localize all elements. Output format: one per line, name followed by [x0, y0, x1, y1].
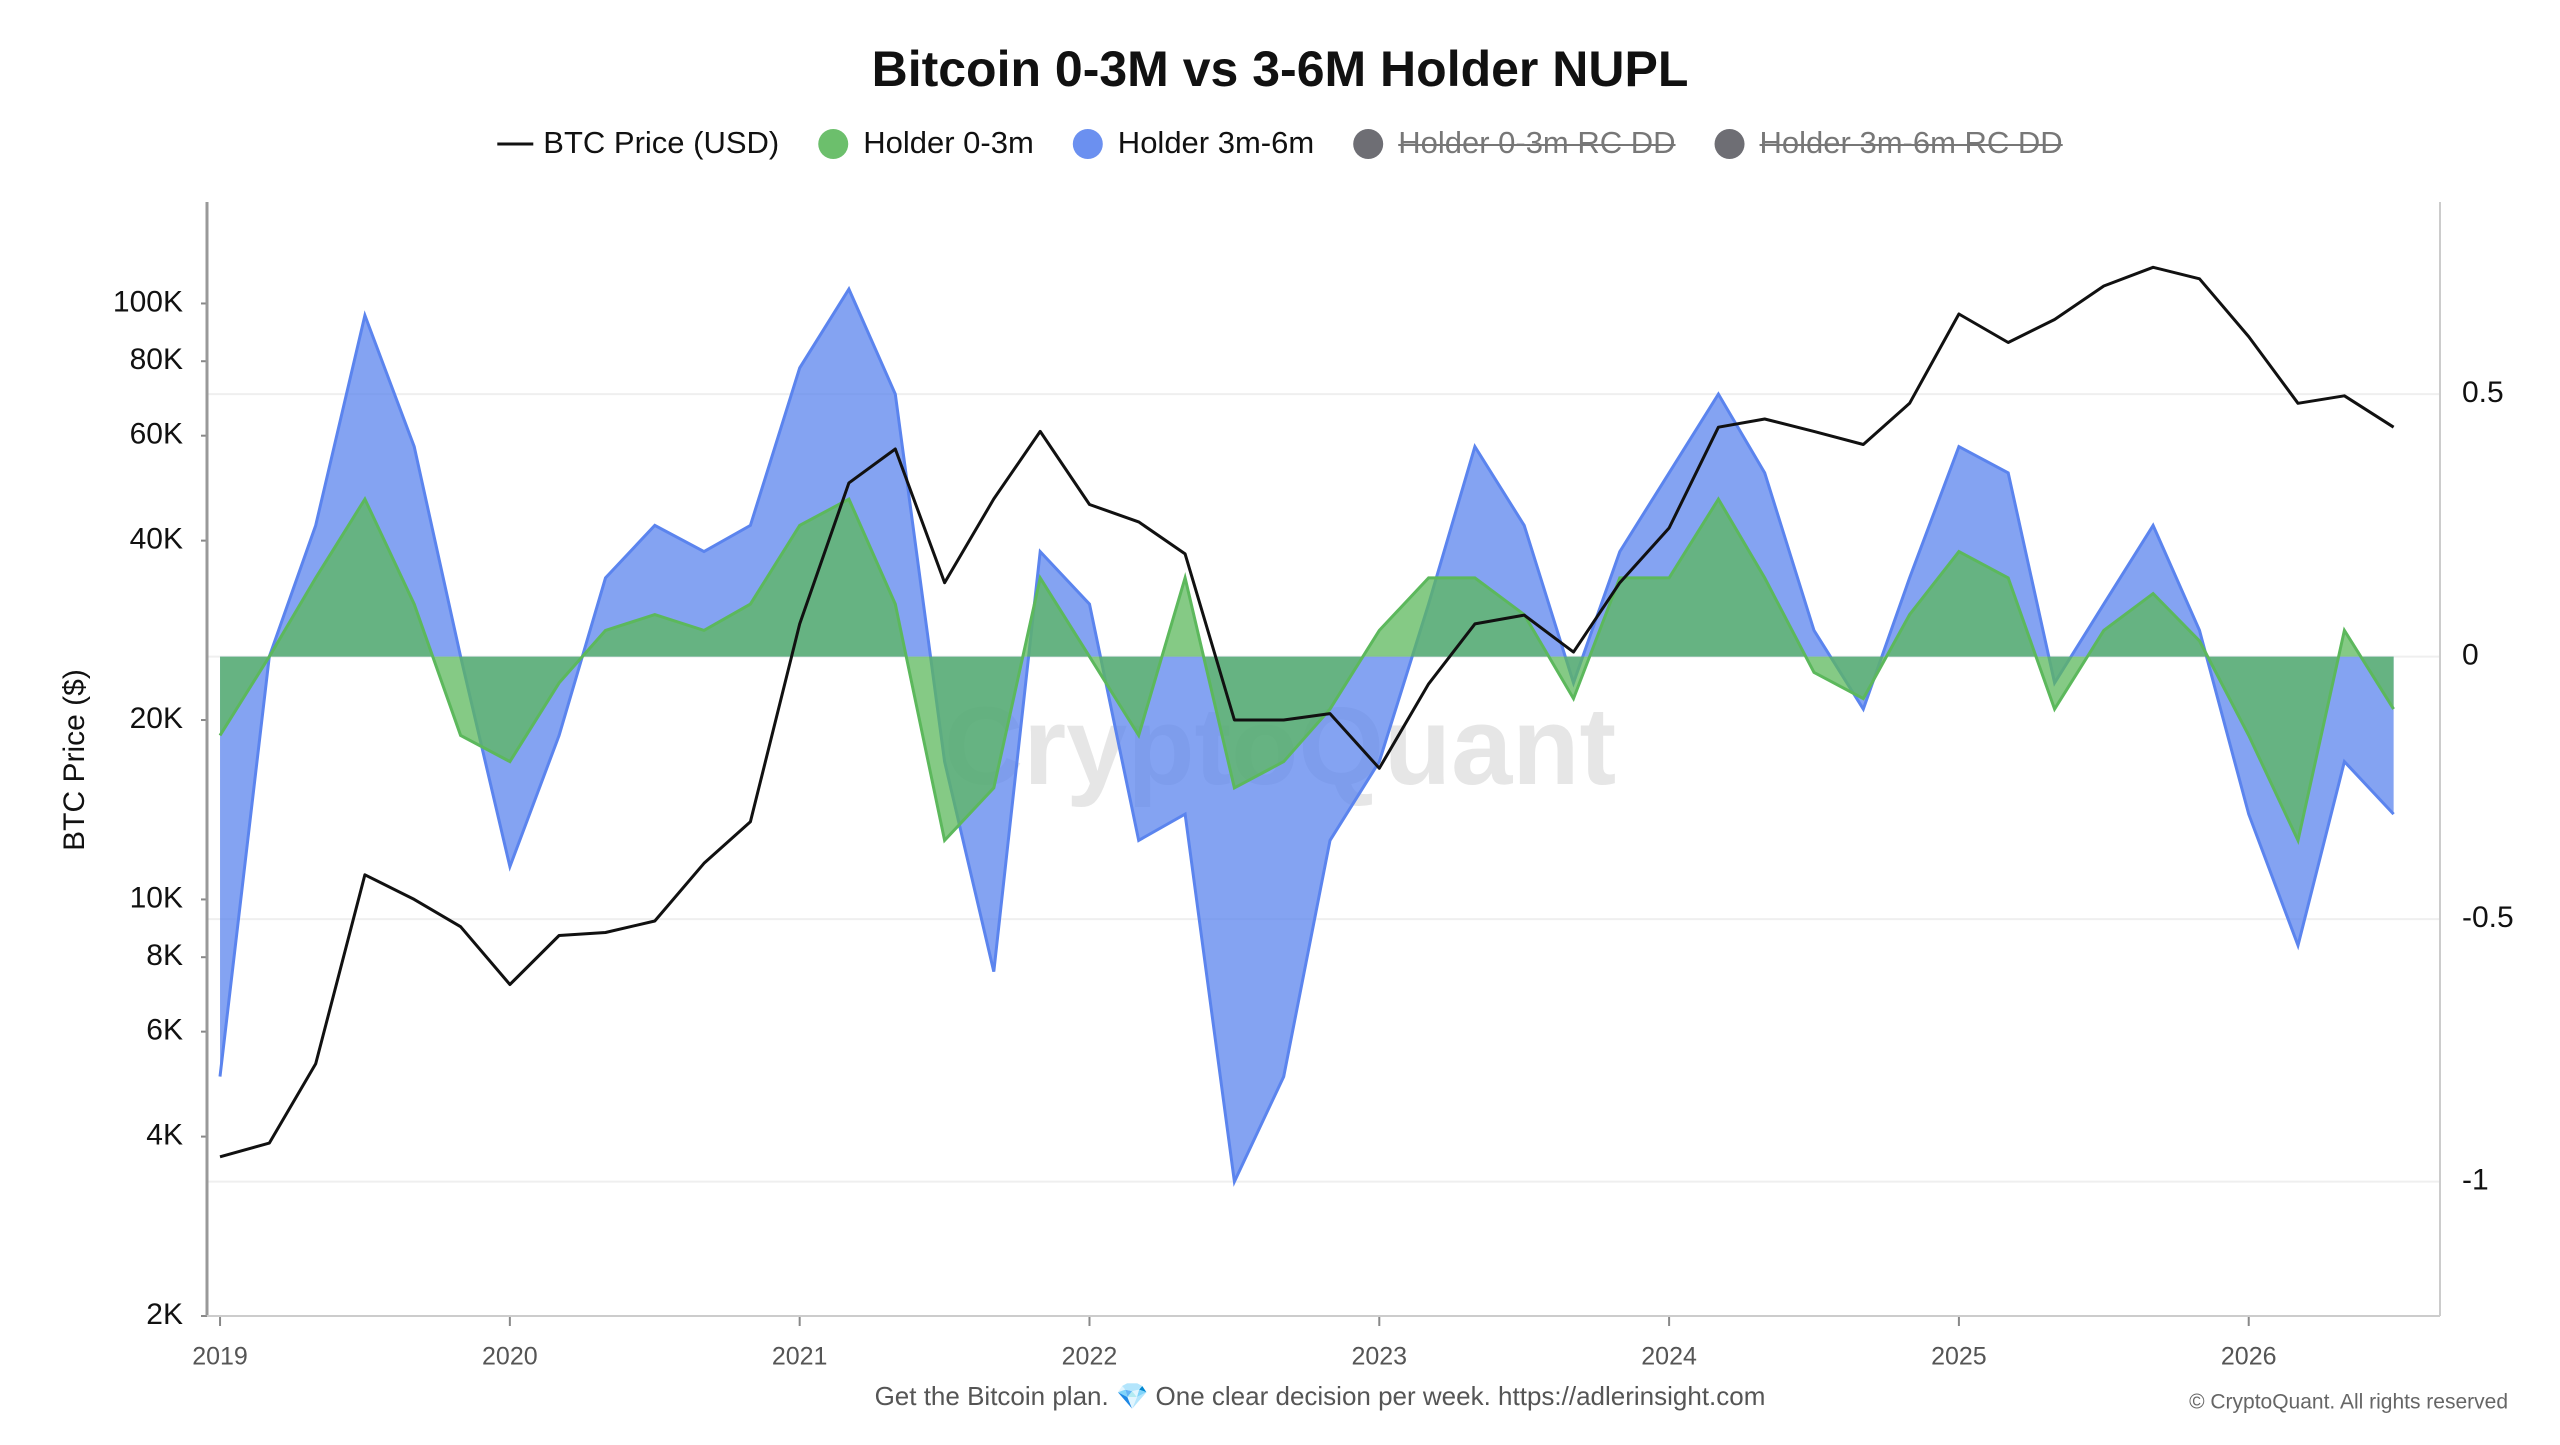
price-line [219, 265, 2395, 1159]
y2-tick-label: -0.5 [2462, 901, 2514, 934]
legend-label: Holder 0-3m [863, 125, 1034, 160]
y-axis-title: BTC Price ($) [58, 669, 91, 851]
y-tick-label: 80K [130, 343, 183, 376]
footer[interactable]: Get the Bitcoin plan. 💎 One clear decisi… [875, 1381, 1766, 1411]
y-tick-label: 4K [146, 1119, 183, 1152]
y-tick-label: 40K [130, 523, 183, 556]
y-tick-label: 8K [146, 939, 183, 972]
legend-swatch [1714, 129, 1745, 159]
x-tick-label: 2020 [482, 1343, 538, 1371]
legend-item[interactable]: BTC Price (USD) [497, 125, 779, 160]
x-tick-label: 2022 [1062, 1343, 1118, 1371]
y2-tick-label: 0.5 [2462, 376, 2504, 409]
x-tick-label: 2019 [192, 1343, 248, 1371]
legend-label: BTC Price (USD) [543, 125, 779, 160]
y-tick-label: 100K [113, 285, 183, 318]
area-line [218, 495, 2395, 846]
legend-item[interactable]: Holder 3m-6m [1072, 125, 1314, 160]
x-tick-label: 2021 [772, 1343, 828, 1371]
chart-title: Bitcoin 0-3M vs 3-6M Holder NUPL [872, 41, 1689, 97]
x-tick-label: 2024 [1641, 1343, 1697, 1371]
legend-item[interactable]: Holder 0-3m RC DD [1353, 125, 1676, 160]
legend-label: Holder 3m-6m RC DD [1760, 125, 2063, 160]
legend-label: Holder 0-3m RC DD [1398, 125, 1675, 160]
legend-swatch [818, 129, 849, 159]
y-tick-label: 2K [146, 1298, 183, 1331]
legend-label: Holder 3m-6m [1118, 125, 1314, 160]
x-tick-label: 2026 [2221, 1343, 2277, 1371]
y-tick-label: 10K [130, 881, 183, 914]
legend-swatch [1072, 129, 1103, 159]
y-tick-label: 60K [130, 418, 183, 451]
y2-tick-label: 0 [2462, 639, 2479, 672]
legend-swatch [1353, 129, 1384, 159]
y-tick-label: 20K [130, 702, 183, 735]
copyright: © CryptoQuant. All rights reserved [2189, 1391, 2508, 1414]
x-tick-label: 2023 [1351, 1343, 1407, 1371]
legend-item[interactable]: Holder 3m-6m RC DD [1714, 125, 2063, 160]
legend: BTC Price (USD) Holder 0-3m Holder 3m-6m Ho… [497, 125, 2063, 160]
legend-item[interactable]: Holder 0-3m [818, 125, 1034, 160]
x-tick-label: 2025 [1931, 1343, 1987, 1371]
y-tick-label: 6K [146, 1014, 183, 1047]
y2-tick-label: -1 [2462, 1164, 2489, 1197]
